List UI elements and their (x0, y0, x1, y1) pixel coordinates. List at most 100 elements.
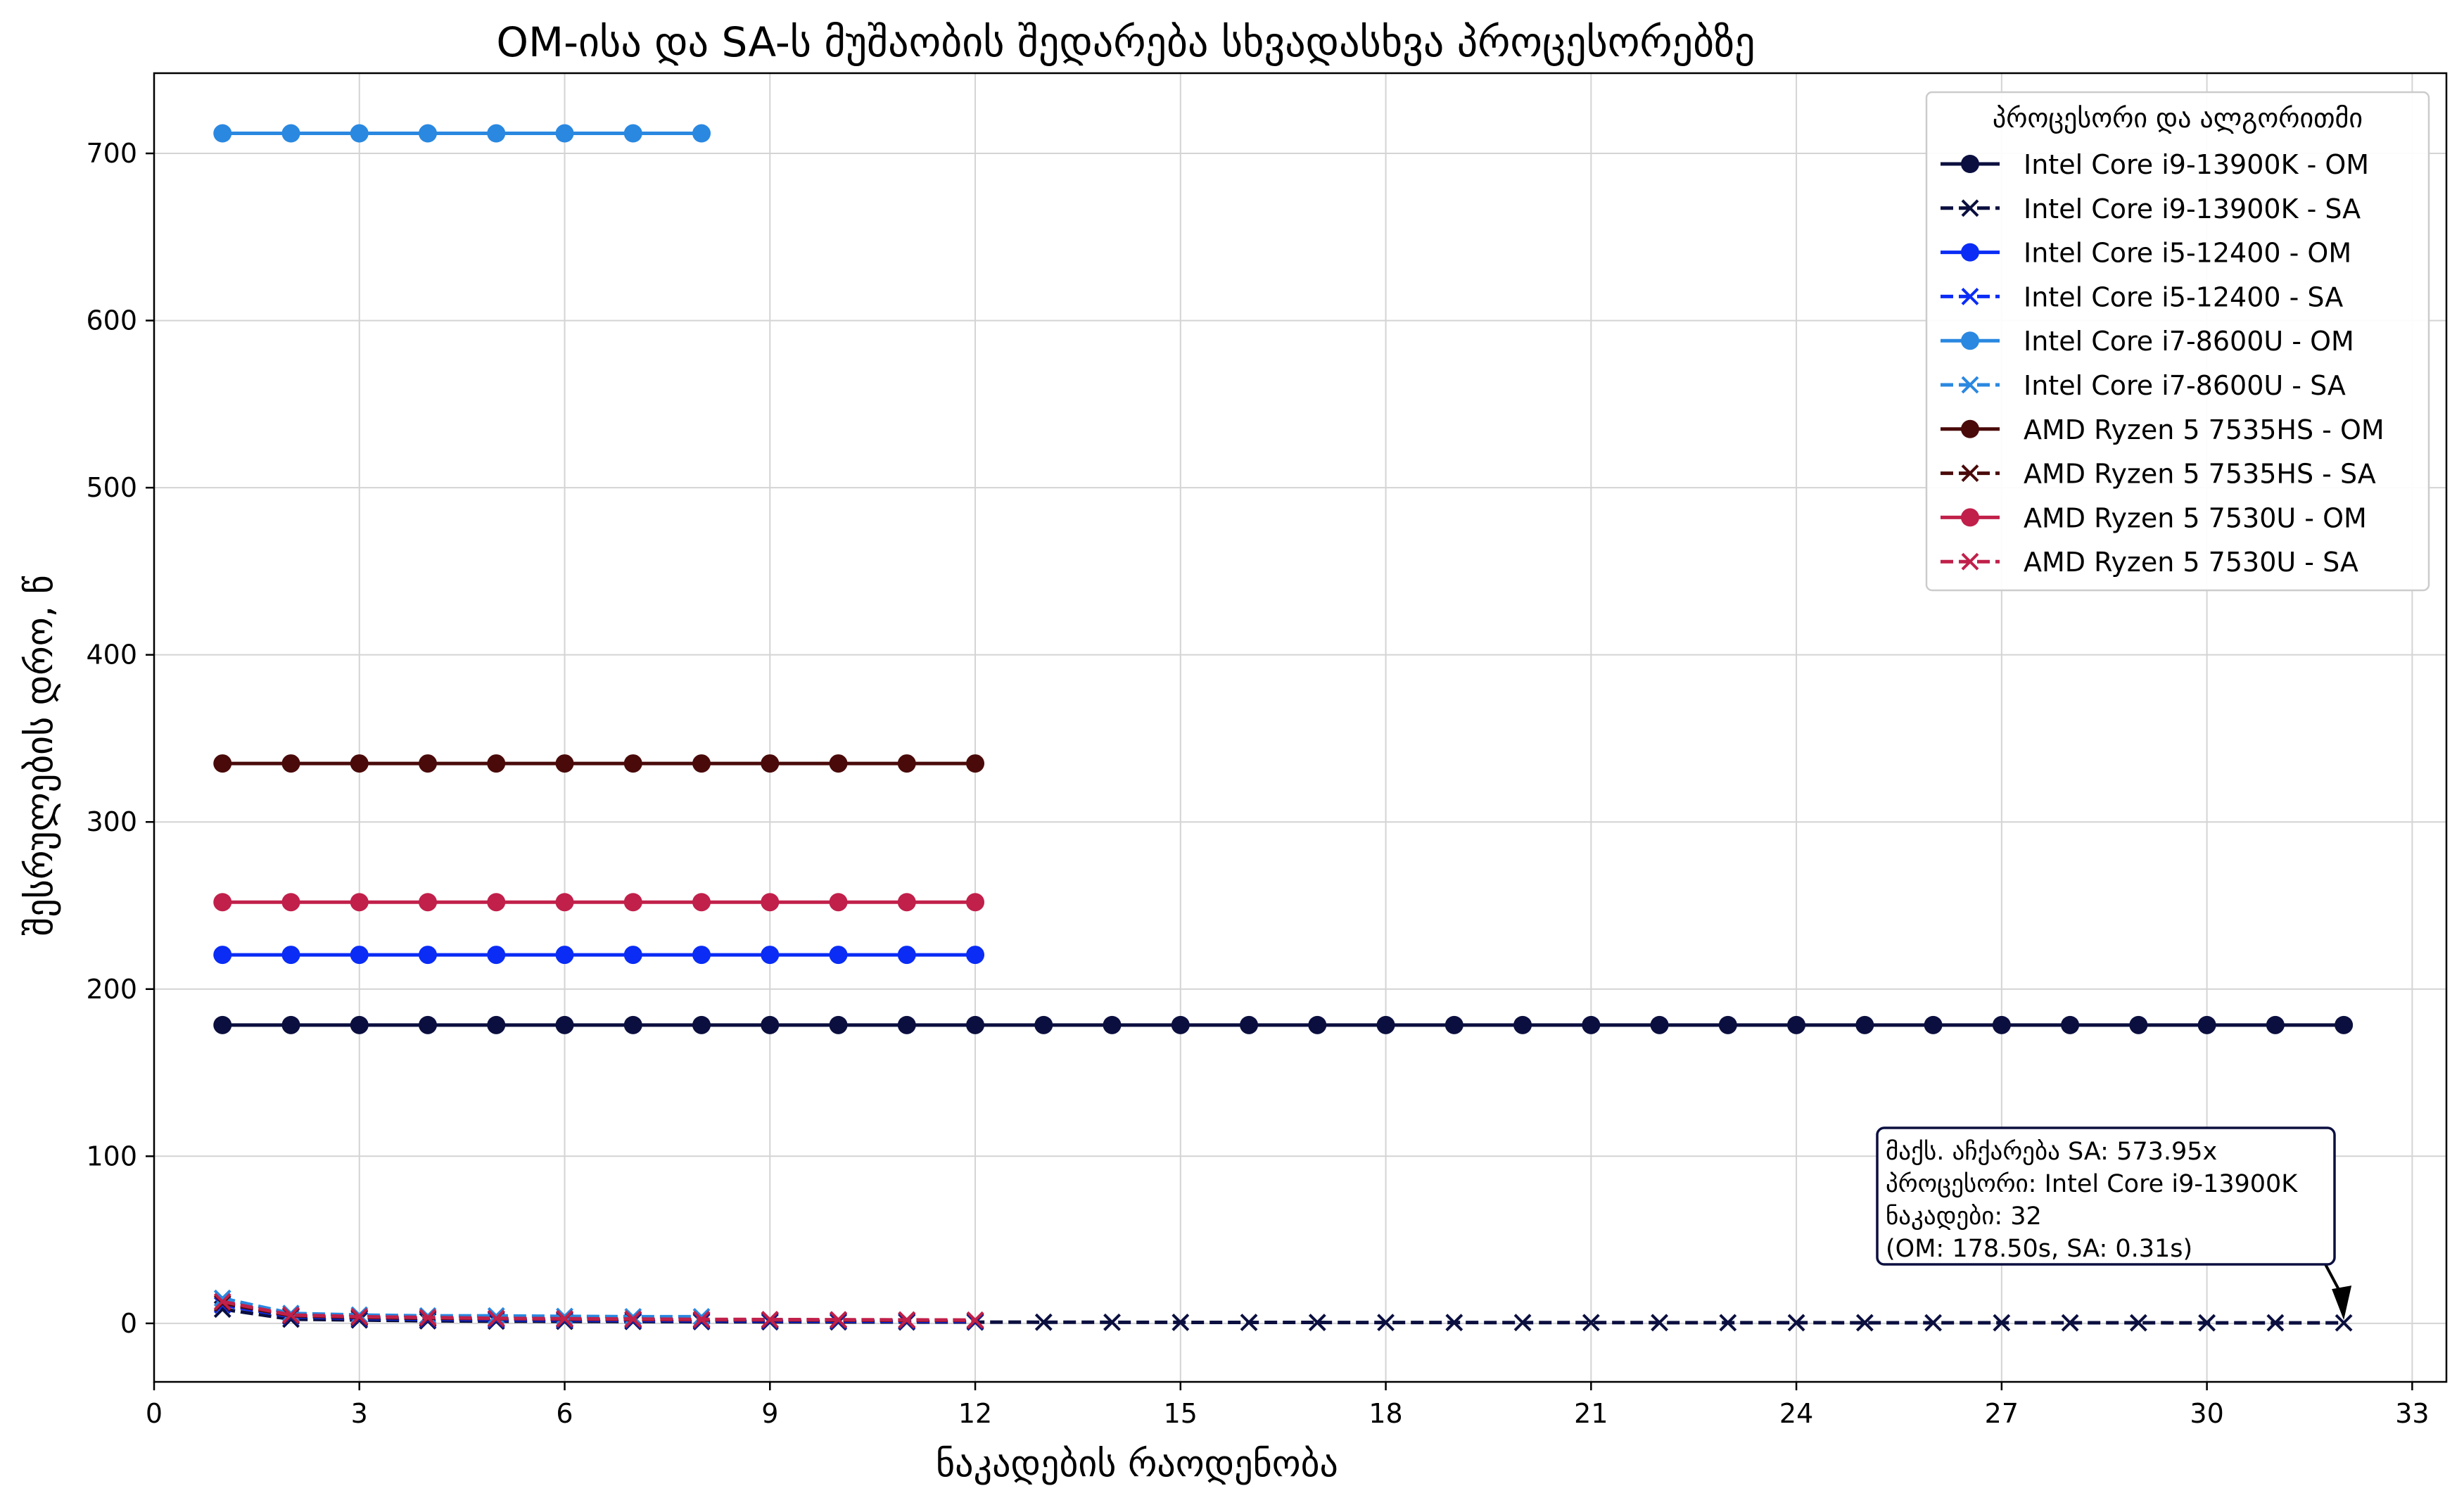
y-tick-label: 300 (86, 806, 137, 837)
data-point (623, 893, 642, 912)
data-point (419, 754, 438, 773)
data-point (692, 124, 711, 143)
legend-marker (1961, 552, 1979, 571)
x-tick-label: 6 (556, 1398, 573, 1429)
data-point-x (624, 1310, 642, 1328)
data-point (623, 124, 642, 143)
data-point-x (2335, 1314, 2353, 1332)
data-point (829, 893, 848, 912)
legend-label: AMD Ryzen 5 7530U - SA (2024, 547, 2358, 578)
data-point-x (624, 1307, 642, 1326)
data-point-x (1651, 1314, 1668, 1332)
data-point-x (2266, 1314, 2285, 1332)
data-point (2061, 1015, 2080, 1034)
data-point (761, 754, 780, 773)
data-point (487, 946, 506, 965)
data-point-x (1445, 1314, 1463, 1332)
data-point-x (1513, 1314, 1532, 1332)
data-point (350, 124, 369, 143)
x-tick-label: 21 (1574, 1398, 1608, 1429)
data-point (692, 754, 711, 773)
data-point (1240, 1015, 1259, 1034)
data-point-x (898, 1311, 916, 1329)
data-point (1787, 1015, 1806, 1034)
data-point (1308, 1015, 1327, 1034)
y-tick-label: 600 (86, 305, 137, 336)
data-point (623, 946, 642, 965)
data-point-x (1240, 1314, 1258, 1331)
data-point (213, 893, 232, 912)
plot-data (213, 124, 2354, 1332)
data-point (281, 124, 300, 143)
series-2 (213, 946, 985, 965)
data-point (555, 1015, 574, 1034)
legend-label: Intel Core i7-8600U - SA (2024, 370, 2346, 401)
data-point-x (830, 1311, 847, 1329)
legend-item: Intel Core i5-12400 - SA (1941, 281, 2343, 312)
data-point (692, 946, 711, 965)
data-point (897, 1015, 916, 1034)
data-point (1034, 1015, 1053, 1034)
data-point-x (1993, 1314, 2011, 1332)
data-point-x (213, 1293, 231, 1311)
x-tick-label: 30 (2190, 1398, 2223, 1429)
annotation-line: (OM: 178.50s, SA: 0.31s) (1886, 1235, 2192, 1263)
x-tick-label: 15 (1164, 1398, 1198, 1429)
data-point (966, 893, 985, 912)
data-point (1103, 1015, 1122, 1034)
y-tick-label: 500 (86, 472, 137, 503)
legend-marker (1961, 287, 1979, 305)
data-point (2197, 1015, 2216, 1034)
data-point (692, 1015, 711, 1034)
annotation: მაქს. აჩქარება SA: 573.95x პროცესორი: Int… (1876, 1126, 2352, 1321)
data-point (1992, 1015, 2011, 1034)
legend-item: AMD Ryzen 5 7535HS - OM (1941, 414, 2384, 445)
data-point-x (556, 1307, 573, 1326)
data-point (419, 893, 438, 912)
legend-marker (1961, 419, 1979, 438)
data-point-x (487, 1309, 505, 1328)
data-point (1924, 1015, 1943, 1034)
data-point-x (1103, 1313, 1121, 1331)
data-point (1855, 1015, 1874, 1034)
x-tick-label: 9 (761, 1398, 778, 1429)
data-point (350, 946, 369, 965)
data-point (555, 946, 574, 965)
legend-item: Intel Core i9-13900K - OM (1941, 149, 2369, 180)
annotation-line: ნაკადები: 32 (1886, 1202, 2042, 1231)
annotation-box (1876, 1126, 2336, 1266)
data-point (1650, 1015, 1669, 1034)
legend-item: Intel Core i7-8600U - OM (1941, 326, 2354, 357)
data-point-x (1855, 1314, 1874, 1332)
legend-marker (1961, 331, 1979, 350)
legend-item: Intel Core i5-12400 - OM (1941, 238, 2351, 269)
legend-item: Intel Core i9-13900K - SA (1941, 193, 2361, 224)
data-point (281, 946, 300, 965)
series-line (222, 1300, 976, 1322)
legend-label: AMD Ryzen 5 7530U - OM (2024, 502, 2367, 533)
data-point (1513, 1015, 1532, 1034)
legend-marker (1961, 199, 1979, 217)
legend-label: Intel Core i7-8600U - OM (2024, 326, 2354, 357)
data-point (2129, 1015, 2148, 1034)
data-point (2266, 1015, 2285, 1034)
y-tick-label: 100 (86, 1141, 137, 1171)
axis-ticks: 0 3 6 9 12 15 18 21 24 27 30 33 0 100 200 300 400 500 600 7… (86, 138, 2429, 1429)
data-point-x (1924, 1314, 1943, 1332)
data-point (1582, 1015, 1601, 1034)
x-tick-label: 18 (1368, 1398, 1402, 1429)
legend-item: AMD Ryzen 5 7530U - SA (1941, 547, 2358, 578)
legend-item: Intel Core i7-8600U - SA (1941, 370, 2346, 401)
data-point-x (556, 1309, 573, 1328)
data-point (966, 1015, 985, 1034)
legend-item: AMD Ryzen 5 7530U - OM (1941, 502, 2367, 533)
data-point-x (2129, 1314, 2147, 1332)
series-9 (213, 1293, 984, 1329)
data-point (2335, 1015, 2354, 1034)
data-point (966, 754, 985, 773)
legend-label: Intel Core i9-13900K - OM (2024, 149, 2369, 180)
x-axis-label: ნაკადების რაოდენობა (936, 1443, 1338, 1485)
data-point (829, 1015, 848, 1034)
data-point-x (1377, 1314, 1395, 1332)
data-point (1376, 1015, 1395, 1034)
